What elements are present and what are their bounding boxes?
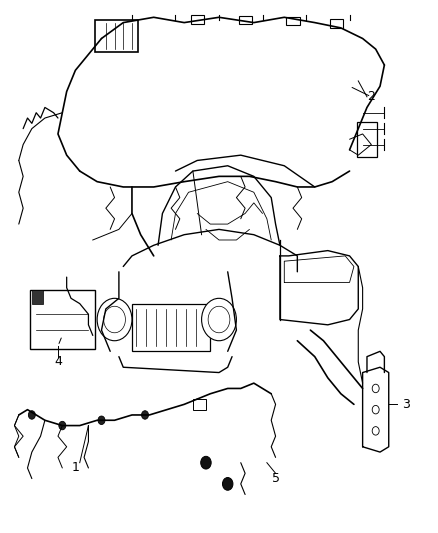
Text: 4: 4 [54,356,62,368]
Text: 2: 2 [367,90,375,103]
FancyBboxPatch shape [95,20,138,52]
Bar [239,15,252,24]
Circle shape [97,298,132,341]
Circle shape [59,421,66,430]
Circle shape [98,416,105,424]
Text: 5: 5 [272,472,279,485]
FancyBboxPatch shape [30,290,95,349]
Bar [286,17,300,25]
Circle shape [104,306,125,333]
Bar [193,399,206,410]
Bar [132,304,210,351]
Circle shape [141,411,148,419]
Text: 1: 1 [71,462,79,474]
Bar [191,15,204,23]
Circle shape [223,478,233,490]
Bar [330,19,343,28]
Text: 3: 3 [402,398,410,411]
Circle shape [201,456,211,469]
Circle shape [372,406,379,414]
Circle shape [372,384,379,393]
Bar [32,290,43,304]
Circle shape [28,411,35,419]
Circle shape [201,298,237,341]
Circle shape [208,306,230,333]
Circle shape [372,426,379,435]
FancyBboxPatch shape [357,122,377,157]
